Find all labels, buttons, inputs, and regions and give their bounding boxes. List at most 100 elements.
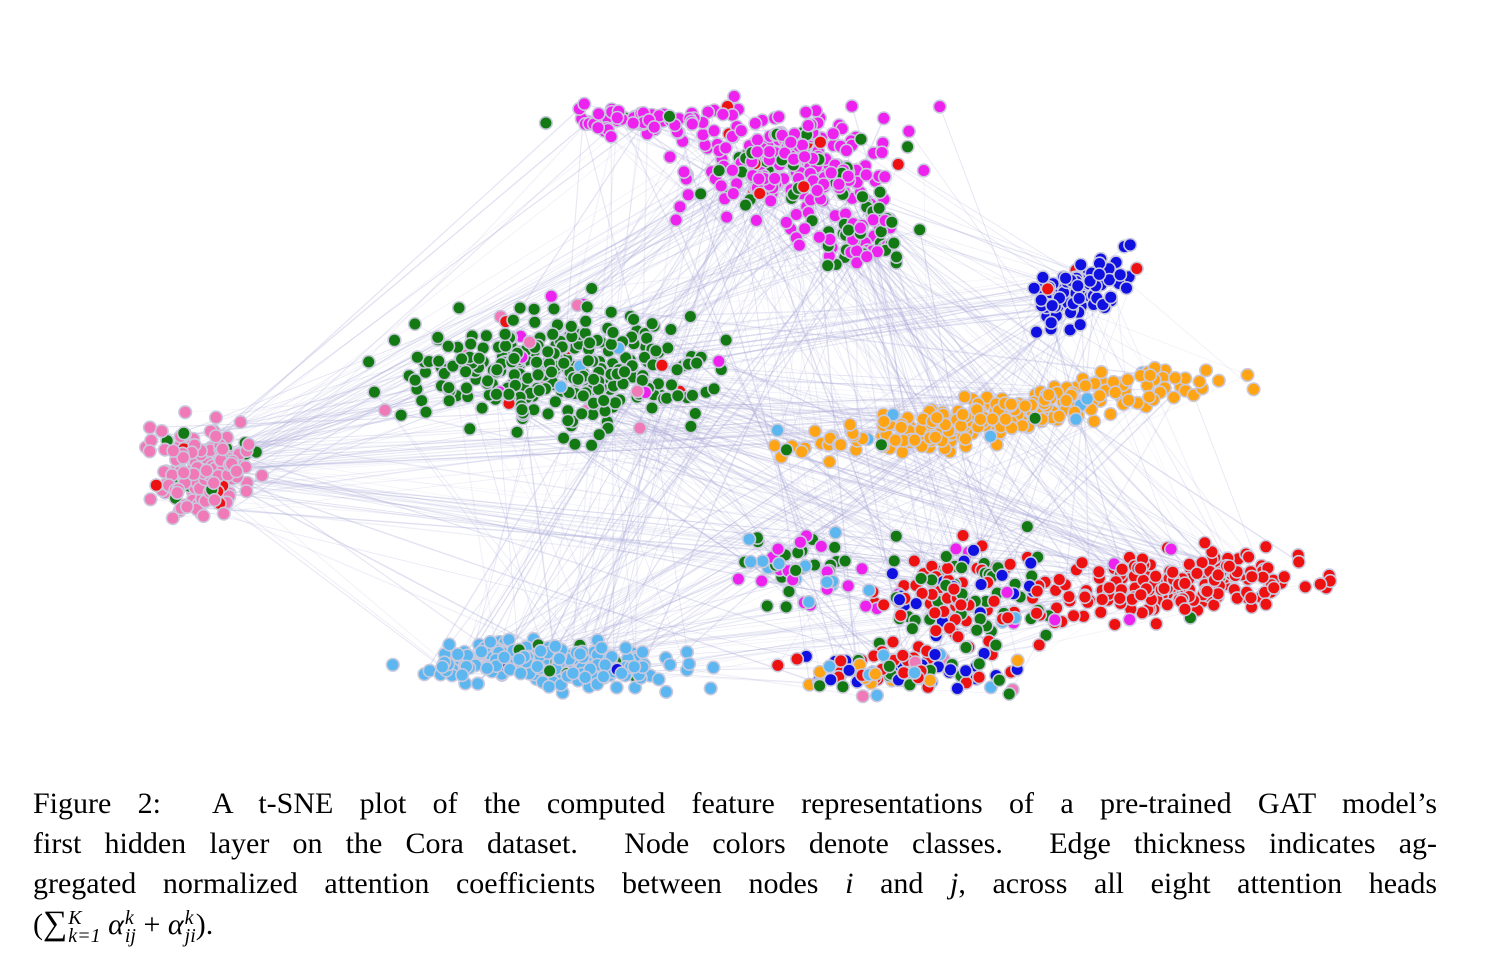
node [1113,267,1128,282]
node [635,644,650,660]
node [822,659,837,674]
edge [647,388,690,664]
node [801,594,817,610]
node [1241,549,1256,565]
node [670,388,685,403]
math: + [143,908,161,941]
edge [842,233,884,447]
node [1211,373,1226,388]
node [541,679,557,694]
node [1211,567,1226,583]
node [871,201,887,216]
edge [603,116,1151,610]
node [584,281,599,296]
edge [551,381,944,612]
node [734,123,749,138]
node [874,145,890,160]
node [888,433,903,448]
edge [1098,263,1229,559]
math-scripts: k ji [185,908,196,946]
edge [554,262,1117,651]
node [506,351,522,366]
caption-text: first hidden layer on the Cora dataset. … [33,827,1437,860]
caption-text: gregated normalized attention coefficien… [33,867,819,900]
node [463,336,478,352]
edge [428,361,643,653]
node [983,429,998,444]
node [142,420,157,435]
edge [477,263,837,685]
node [254,468,270,483]
edge [581,118,1230,567]
edge [502,556,773,653]
node [779,442,794,457]
math: α [108,908,124,941]
node [955,528,971,543]
node [973,577,989,592]
node [771,109,786,124]
edge [495,437,565,660]
edge [788,400,1149,572]
node [441,339,456,354]
node [387,333,402,348]
node [986,594,1002,609]
node [839,143,854,158]
node [361,354,376,370]
node [480,373,495,389]
edge [718,360,1173,573]
node [725,163,740,178]
edge [795,228,805,571]
node [992,673,1007,688]
edge [908,131,1101,402]
caption-text: , across all eight attention heads [958,867,1438,900]
edge [495,398,931,681]
edge [525,293,1071,665]
node [940,561,955,576]
node [489,387,504,402]
node [1045,298,1060,313]
edge [718,170,1009,406]
edge [1047,307,1132,600]
edge [591,256,867,289]
edge [231,180,814,458]
node [833,653,848,669]
node [662,149,678,164]
node [842,417,858,432]
node [1160,597,1175,612]
node [869,688,885,703]
node [795,138,810,153]
node [796,179,811,194]
node [810,183,825,198]
node [208,410,224,425]
edge [448,393,640,645]
edge [518,242,866,660]
node [953,597,969,613]
node [664,377,679,393]
node [813,135,828,150]
edge [533,181,776,675]
node [1023,555,1038,571]
node [859,167,874,182]
node [166,443,181,458]
edge [548,295,1059,653]
node [781,584,797,599]
node [1080,391,1095,406]
node [544,364,559,380]
node [681,187,696,202]
edge [596,118,691,683]
node [1277,569,1292,584]
node [592,427,607,442]
edge [862,399,1154,697]
node [410,350,425,365]
edge [597,170,720,656]
node [574,406,589,421]
node [1032,637,1047,653]
caption-line: first hidden layer on the Cora dataset. … [33,824,1437,864]
node [1094,365,1109,380]
edge [496,394,520,660]
edge [596,242,866,656]
node [885,407,901,422]
edge [200,108,580,456]
edge [581,398,668,669]
node [770,658,785,673]
